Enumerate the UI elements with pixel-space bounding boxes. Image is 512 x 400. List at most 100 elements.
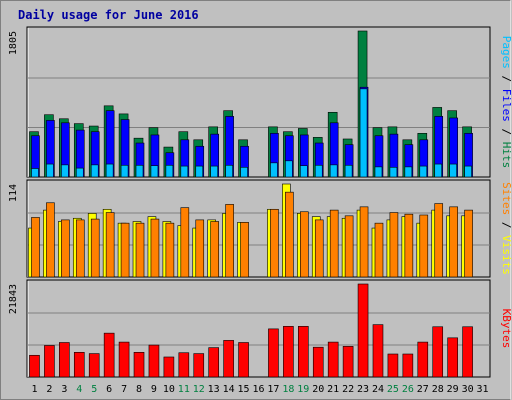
bar-kbytes-day-20 (312, 346, 324, 378)
bar-pages-day-27 (419, 165, 428, 178)
bar-kbytes-day-19 (298, 326, 309, 378)
panel-visits-sites: 114 Sites / Visits (8, 179, 512, 278)
axis-legend: Sites / Visits (500, 182, 512, 275)
bar-kbytes-day-15 (238, 342, 249, 378)
bar-sites-day-11 (180, 207, 190, 278)
day-label-17: 17 (267, 384, 279, 395)
bar-pages-day-2 (46, 163, 54, 178)
bar-pages-day-26 (404, 166, 413, 178)
bar-pages-day-21 (329, 164, 338, 178)
day-label-15: 15 (238, 384, 250, 395)
bar-pages-day-25 (389, 166, 398, 178)
bar-sites-day-14 (225, 204, 234, 278)
bar-sites-day-25 (389, 212, 399, 278)
day-label-3: 3 (61, 384, 67, 395)
bar-pages-day-7 (120, 164, 129, 178)
chart-panels: 1805 Pages / Files / Hits 114 Sites / Visit… (8, 26, 512, 378)
bar-kbytes-day-6 (103, 332, 115, 378)
bar-kbytes-day-9 (148, 344, 160, 378)
bar-sites-day-28 (434, 203, 444, 278)
day-label-10: 10 (163, 384, 175, 395)
legend-kbytes: KBytes (500, 309, 512, 349)
bar-pages-day-5 (90, 164, 99, 178)
bar-sites-day-2 (46, 202, 55, 278)
bar-sites-day-20 (314, 219, 324, 278)
day-label-12: 12 (193, 384, 205, 395)
day-label-9: 9 (151, 384, 157, 395)
bar-kbytes-day-28 (432, 326, 444, 378)
bar-sites-day-29 (449, 206, 458, 278)
day-label-2: 2 (46, 384, 52, 395)
bar-sites-day-19 (300, 211, 309, 278)
bar-sites-day-1 (31, 217, 40, 278)
day-label-20: 20 (312, 384, 324, 395)
bar-kbytes-day-5 (88, 353, 100, 378)
y-max-label: 114 (8, 184, 19, 202)
bar-sites-day-9 (150, 218, 160, 278)
bar-kbytes-day-29 (447, 337, 458, 378)
bar-pages-day-14 (225, 164, 233, 178)
panel-hits-files-pages: 1805 Pages / Files / Hits (8, 26, 512, 178)
legend-separator: / (500, 215, 512, 235)
bar-pages-day-18 (285, 160, 293, 178)
day-label-4: 4 (76, 384, 82, 395)
bar-sites-day-13 (210, 221, 219, 278)
day-label-27: 27 (417, 384, 429, 395)
bar-pages-day-15 (240, 166, 248, 178)
bar-pages-day-24 (374, 166, 383, 178)
bar-pages-day-17 (270, 162, 278, 178)
bar-sites-day-7 (120, 222, 130, 278)
bar-sites-day-17 (270, 208, 279, 278)
bar-sites-day-10 (165, 222, 175, 278)
legend-pages: Pages (500, 36, 512, 69)
bar-sites-day-3 (61, 219, 70, 278)
bar-kbytes-day-1 (29, 354, 40, 378)
bar-sites-day-12 (195, 219, 205, 278)
bar-kbytes-day-7 (118, 341, 130, 378)
bar-sites-day-18 (285, 191, 294, 278)
bar-kbytes-day-21 (327, 341, 339, 378)
bar-kbytes-day-3 (59, 342, 70, 378)
legend-hits: Hits (500, 142, 512, 169)
day-label-29: 29 (447, 384, 459, 395)
bar-sites-day-27 (419, 214, 429, 278)
day-label-22: 22 (342, 384, 354, 395)
day-label-28: 28 (432, 384, 444, 395)
bar-pages-day-12 (195, 165, 204, 178)
day-label-7: 7 (121, 384, 127, 395)
bar-pages-day-3 (61, 164, 69, 178)
day-label-19: 19 (297, 384, 309, 395)
bar-kbytes-day-2 (44, 345, 55, 378)
bar-pages-day-6 (105, 163, 114, 178)
bar-kbytes-day-12 (193, 353, 205, 378)
bar-pages-day-10 (165, 164, 174, 178)
day-label-11: 11 (178, 384, 190, 395)
bar-kbytes-day-24 (372, 324, 384, 378)
bar-sites-day-21 (329, 209, 339, 278)
day-label-14: 14 (223, 384, 235, 395)
chart-title: Daily usage for June 2016 (18, 8, 199, 22)
day-label-25: 25 (387, 384, 399, 395)
bar-sites-day-23 (359, 206, 369, 278)
bar-pages-day-20 (314, 164, 323, 178)
day-label-23: 23 (357, 384, 369, 395)
y-max-label: 1805 (8, 31, 19, 55)
bar-kbytes-day-23 (357, 283, 369, 378)
bar-kbytes-day-4 (73, 352, 85, 378)
bar-sites-day-8 (135, 222, 145, 278)
bar-pages-day-28 (434, 163, 443, 178)
bar-sites-day-15 (240, 222, 249, 278)
bar-pages-day-13 (210, 165, 218, 178)
day-label-13: 13 (208, 384, 220, 395)
legend-separator: / (500, 122, 512, 142)
bar-pages-day-8 (135, 164, 144, 178)
bar-sites-day-24 (374, 222, 384, 278)
day-label-26: 26 (402, 384, 414, 395)
day-label-1: 1 (31, 384, 37, 395)
bar-pages-day-22 (344, 164, 353, 178)
day-label-5: 5 (91, 384, 97, 395)
bar-pages-day-29 (449, 163, 457, 178)
bar-sites-day-22 (344, 215, 354, 278)
bar-sites-day-6 (105, 212, 115, 278)
